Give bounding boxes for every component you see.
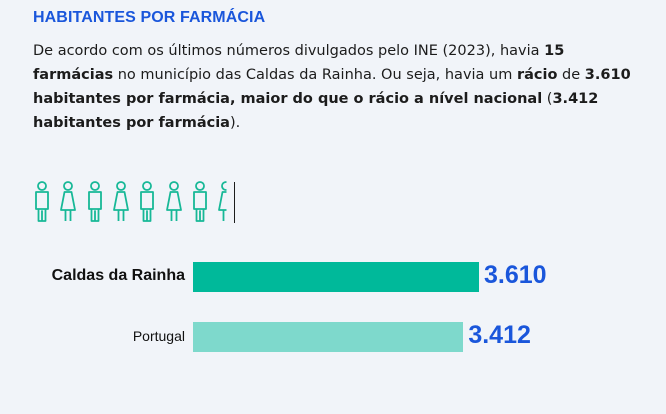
bar-label: Portugal: [132, 328, 185, 344]
chart-title: HABITANTES POR FARMÁCIA: [33, 9, 266, 26]
text-cursor: [234, 182, 235, 223]
female-person-icon: [165, 181, 182, 221]
desc-bold-4: 3.412 habitantes por farmácia: [33, 91, 599, 131]
female-person-icon: [60, 181, 77, 221]
male-person-icon: [87, 181, 102, 222]
female-person-icon: [218, 181, 237, 223]
male-person-icon: [35, 181, 49, 222]
female-person-icon: [112, 181, 129, 221]
bar: [193, 322, 464, 352]
desc-bold-1: 15 farmácias: [33, 43, 565, 83]
desc-bold-3: 3.610 habitantes por farmácia, maior do …: [33, 67, 631, 107]
male-person-icon: [140, 181, 155, 222]
desc-text-2: no município das Caldas da Rainha. Ou se…: [113, 67, 517, 83]
desc-text-4: (: [542, 91, 553, 107]
male-person-icon: [192, 181, 207, 222]
desc-text-3: de: [557, 67, 585, 83]
desc-bold-2: rácio: [516, 67, 558, 83]
desc-text-1: De acordo com os últimos números divulga…: [33, 43, 545, 59]
bar-label: Caldas da Rainha: [51, 267, 185, 284]
desc-text-5: ).: [229, 115, 241, 131]
bar-value-label: 3.610: [484, 261, 547, 289]
chart-description: De acordo com os últimos números divulga…: [33, 39, 643, 135]
bar-value-label: 3.412: [468, 321, 531, 349]
bar: [193, 262, 479, 292]
